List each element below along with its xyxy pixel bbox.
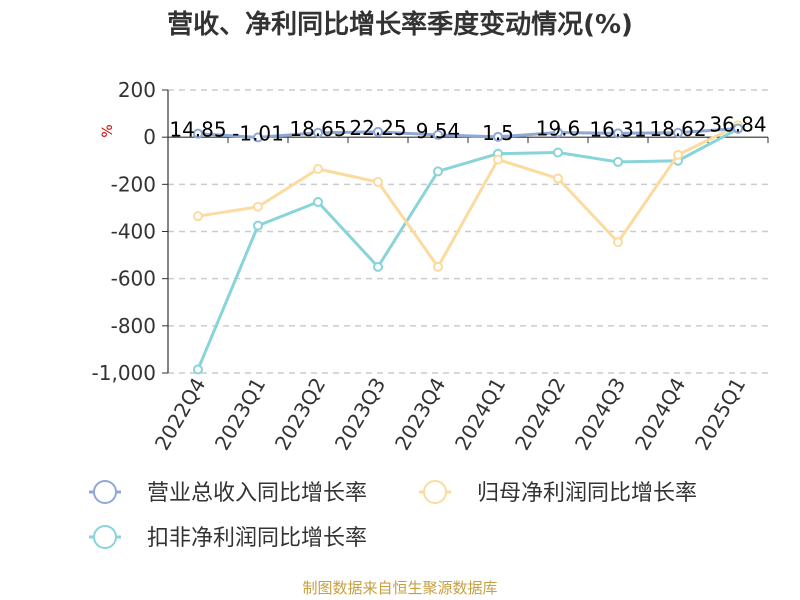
data-label: 36.84 — [709, 112, 766, 136]
y-tick-label: -200 — [111, 172, 156, 196]
x-tick-label: 2023Q1 — [210, 374, 270, 455]
x-tick-labels: 2022Q4 2023Q1 2023Q2 2023Q3 2023Q4 2024Q1 2024… — [150, 374, 750, 455]
y-axis-unit: % — [100, 124, 116, 137]
data-label: 16.31 — [589, 117, 646, 141]
data-point — [313, 197, 323, 208]
data-label: 22.25 — [349, 116, 406, 140]
y-tick-labels: 200 0 -200 -400 -600 -800 -1,000 — [92, 78, 156, 385]
data-point — [373, 261, 383, 272]
data-label: -1.01 — [232, 121, 284, 145]
y-tick-label: -800 — [111, 314, 156, 338]
x-tick-label: 2024Q1 — [450, 374, 510, 455]
series-line — [196, 127, 739, 371]
legend-label: 扣非净利润同比增长率 — [147, 526, 367, 551]
data-point — [433, 166, 443, 177]
data-point — [193, 128, 203, 139]
x-tick-label: 2024Q4 — [630, 374, 690, 455]
grid-lines — [168, 89, 768, 374]
data-point — [373, 126, 383, 137]
data-point — [253, 201, 263, 212]
data-point — [733, 123, 743, 134]
legend-label: 归母净利润同比增长率 — [477, 481, 697, 506]
y-tick-label: 200 — [118, 78, 156, 102]
series-lines — [193, 120, 743, 375]
data-point — [313, 164, 323, 175]
y-tick-label: 0 — [143, 125, 156, 149]
x-tick-label: 2024Q3 — [570, 374, 630, 455]
y-tick-label: -400 — [111, 220, 156, 244]
x-tick-label: 2024Q2 — [510, 374, 570, 455]
data-point — [673, 127, 683, 138]
data-label: 19.6 — [536, 117, 581, 141]
series-line — [197, 124, 739, 269]
data-point — [193, 211, 203, 222]
data-point — [373, 176, 383, 187]
x-tick-label: 2023Q2 — [270, 374, 330, 455]
x-tick-label: 2022Q4 — [150, 374, 210, 455]
y-tick-label: -600 — [111, 267, 156, 291]
chart-title: 营收、净利同比增长率季度变动情况(%) — [167, 9, 633, 40]
legend-marker — [93, 525, 117, 549]
data-point — [613, 237, 623, 248]
data-point — [253, 220, 263, 231]
data-point — [553, 127, 563, 138]
x-tick-label: 2023Q3 — [330, 374, 390, 455]
data-label: 18.65 — [289, 117, 346, 141]
data-point — [253, 132, 263, 143]
legend-label: 营业总收入同比增长率 — [147, 481, 367, 506]
x-tick-label: 2023Q4 — [390, 374, 450, 455]
data-point — [493, 131, 503, 142]
data-label: 1.5 — [482, 121, 514, 145]
x-tick-label: 2025Q1 — [690, 374, 750, 455]
data-point — [313, 127, 323, 138]
data-label: 18.62 — [649, 117, 706, 141]
data-point — [673, 149, 683, 160]
data-point — [193, 364, 203, 375]
legend-marker — [93, 480, 117, 504]
data-labels: 14.85 -1.01 18.65 22.25 9.54 1.5 19.6 16.31 18.6… — [169, 112, 766, 145]
data-point — [433, 261, 443, 272]
data-point — [553, 147, 563, 158]
y-tick-label: -1,000 — [92, 361, 156, 385]
data-point — [613, 156, 623, 167]
data-point — [493, 154, 503, 165]
data-label: 14.85 — [169, 118, 226, 142]
data-point — [553, 173, 563, 184]
legend-marker — [423, 480, 447, 504]
data-label: 9.54 — [416, 119, 461, 143]
data-point — [433, 129, 443, 140]
series-line — [197, 126, 739, 139]
source-note: 制图数据来自恒生聚源数据库 — [302, 579, 497, 597]
data-point — [613, 128, 623, 139]
